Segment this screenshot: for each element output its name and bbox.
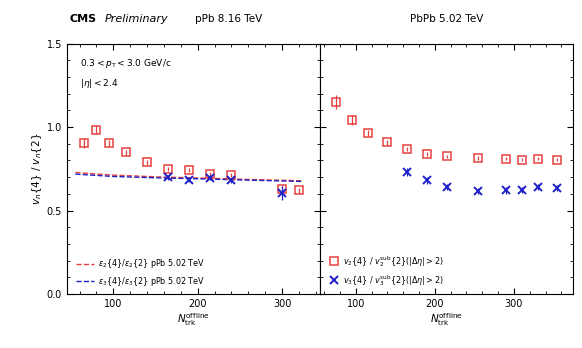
Text: PbPb 5.02 TeV: PbPb 5.02 TeV [410, 14, 484, 24]
X-axis label: $N^{\mathrm{offline}}_{\mathrm{trk}}$: $N^{\mathrm{offline}}_{\mathrm{trk}}$ [177, 312, 210, 329]
Text: $|\eta| < 2.4$: $|\eta| < 2.4$ [80, 77, 118, 90]
Text: pPb 8.16 TeV: pPb 8.16 TeV [195, 14, 262, 24]
Legend: $v_{2}\{4\}$ / $v_{2}^{\rm sub}\{2\}(|\Delta\eta|>2)$, $v_{3}\{4\}$ / $v_{3}^{\r: $v_{2}\{4\}$ / $v_{2}^{\rm sub}\{2\}(|\D… [329, 254, 443, 287]
Text: $0.3 < p_{\mathrm{T}} < 3.0$ GeV/c: $0.3 < p_{\mathrm{T}} < 3.0$ GeV/c [80, 57, 171, 70]
Y-axis label: $v_n\{4\}$ / $v_n\{2\}$: $v_n\{4\}$ / $v_n\{2\}$ [30, 133, 44, 205]
Text: Preliminary: Preliminary [105, 14, 168, 24]
Text: CMS: CMS [70, 14, 97, 24]
Legend: $\varepsilon_{2}\{4\}/\varepsilon_{2}\{2\}$ pPb 5.02 TeV, $\varepsilon_{3}\{4\}/: $\varepsilon_{2}\{4\}/\varepsilon_{2}\{2… [76, 258, 205, 287]
X-axis label: $N^{\mathrm{offline}}_{\mathrm{trk}}$: $N^{\mathrm{offline}}_{\mathrm{trk}}$ [430, 312, 463, 329]
